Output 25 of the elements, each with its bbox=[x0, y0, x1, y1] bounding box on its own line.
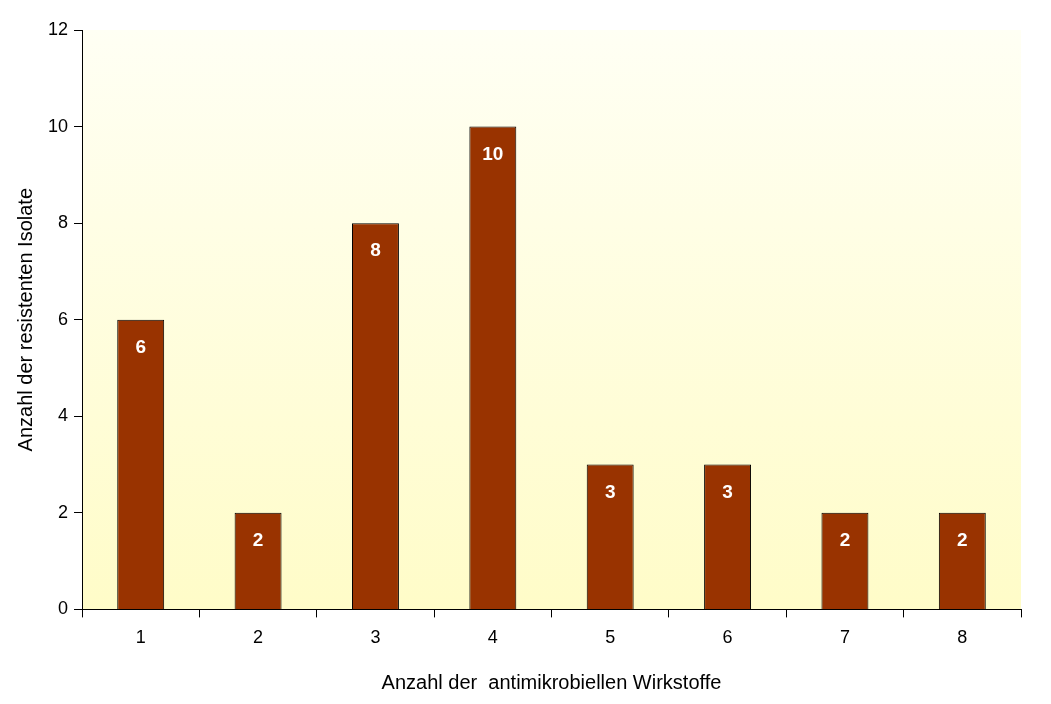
y-tick-label: 10 bbox=[47, 115, 69, 136]
y-tick-label: 0 bbox=[58, 598, 69, 619]
x-tick-label: 7 bbox=[839, 627, 850, 648]
data-label: 2 bbox=[957, 529, 968, 551]
data-label: 8 bbox=[370, 239, 381, 261]
y-tick-label: 12 bbox=[47, 18, 69, 39]
x-tick-label: 2 bbox=[253, 627, 264, 648]
y-axis-title: Anzahl der resistenten Isolate bbox=[13, 187, 36, 452]
data-label: 2 bbox=[839, 529, 851, 551]
data-label: 6 bbox=[135, 335, 146, 357]
x-tick-label: 8 bbox=[957, 627, 968, 648]
y-tick-label: 4 bbox=[58, 405, 69, 426]
x-axis-title: Anzahl der antimikrobiellen Wirkstoffe bbox=[381, 670, 722, 693]
data-label: 3 bbox=[722, 480, 733, 502]
x-tick-label: 1 bbox=[135, 627, 146, 648]
x-tick-label: 3 bbox=[370, 627, 381, 648]
y-tick-label: 2 bbox=[58, 501, 69, 522]
data-label: 3 bbox=[604, 480, 616, 502]
x-tick-label: 6 bbox=[722, 627, 733, 648]
x-tick-label: 5 bbox=[605, 627, 616, 648]
y-tick-label: 8 bbox=[58, 212, 69, 233]
data-label: 2 bbox=[252, 529, 264, 551]
x-tick-label: 4 bbox=[487, 627, 498, 648]
y-tick-label: 6 bbox=[58, 308, 69, 329]
data-label: 10 bbox=[482, 142, 504, 164]
